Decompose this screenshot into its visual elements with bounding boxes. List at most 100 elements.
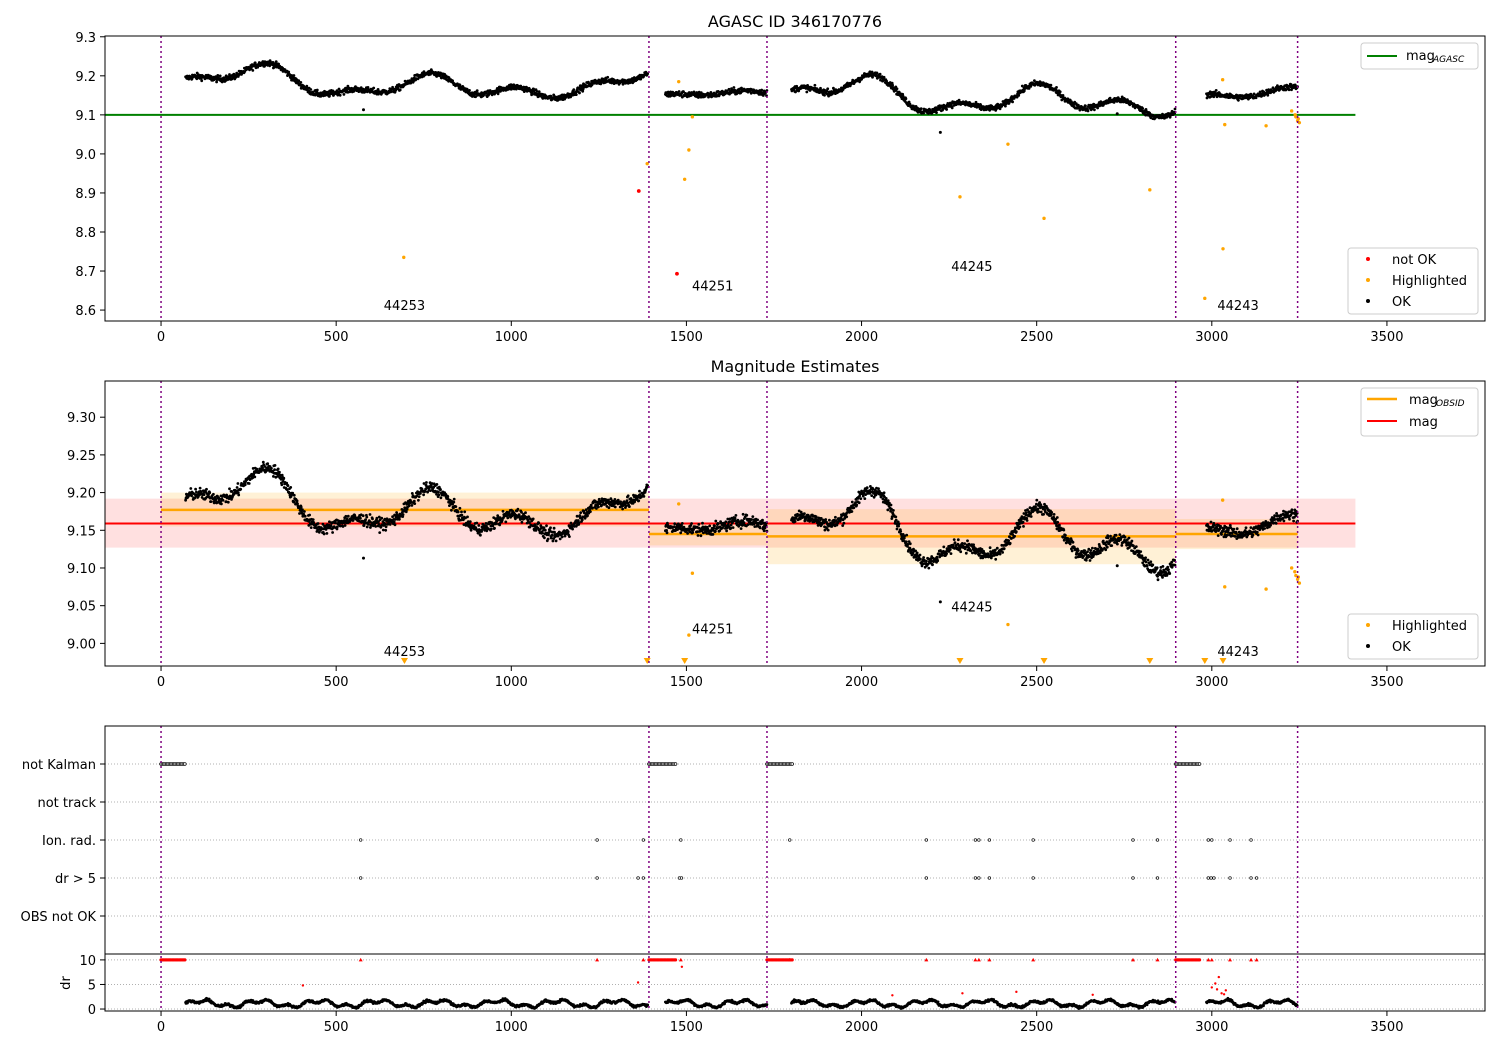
ok-point [276, 467, 280, 471]
ok-point [295, 499, 299, 503]
ok-point [352, 89, 356, 93]
ok-point [554, 539, 558, 543]
ok-point [945, 108, 948, 111]
ok-point [303, 510, 306, 513]
ok-point [826, 87, 830, 91]
ok-point [228, 487, 231, 491]
ok-point [1055, 86, 1058, 89]
ok-point [729, 526, 733, 530]
y-tick-label: 9.0 [75, 148, 96, 163]
ok-point [383, 522, 387, 526]
ok-point [255, 467, 259, 471]
ok-point [1001, 551, 1004, 554]
ok-point [680, 522, 684, 525]
y-tick-label: 8.9 [75, 187, 96, 202]
ok-point [377, 515, 381, 519]
ok-point [942, 545, 946, 549]
ok-point [758, 526, 762, 530]
ok-point [1034, 505, 1037, 509]
ok-point [329, 524, 333, 528]
ok-point [697, 523, 701, 526]
ok-point [368, 513, 372, 516]
ok-point [699, 93, 702, 97]
ok-point [372, 86, 376, 90]
ok-point [1109, 534, 1112, 538]
ok-point [1104, 548, 1108, 552]
ok-point [419, 492, 422, 495]
ok-point [1086, 109, 1090, 113]
ok-point [904, 540, 908, 544]
ok-point [733, 516, 737, 520]
ok-point [558, 537, 562, 541]
ok-point [1061, 94, 1065, 97]
ok-point [1002, 547, 1006, 551]
ok-point [575, 514, 579, 518]
ok-point [1021, 520, 1025, 524]
x-tick-label: 1000 [495, 330, 528, 345]
ok-point [374, 525, 378, 528]
x-tick-label: 3000 [1195, 330, 1228, 345]
ok-point [552, 93, 556, 97]
ok-point [394, 518, 397, 521]
ok-point [1106, 536, 1110, 540]
x-tick-label: 3500 [1370, 330, 1403, 345]
ok-point [1101, 539, 1105, 543]
ok-point [1029, 515, 1033, 518]
ok-point [273, 464, 277, 467]
ok-point [677, 90, 681, 93]
ok-point [1011, 100, 1014, 104]
ok-point [1091, 546, 1094, 550]
ok-point [742, 521, 746, 524]
ok-point [384, 525, 388, 529]
ok-point [404, 510, 408, 514]
ok-point [468, 89, 471, 92]
y-tick-label: 8.6 [75, 304, 96, 319]
ok-point [546, 537, 550, 541]
ok-point [384, 89, 388, 93]
ok-point [437, 493, 441, 497]
ok-point [215, 80, 219, 84]
ok-point [803, 512, 806, 515]
obsid-label: 44251 [692, 280, 733, 295]
ok-point [435, 483, 439, 486]
ok-point [474, 95, 477, 99]
ok-point [501, 509, 505, 513]
ok-point [919, 107, 923, 110]
obsid-label: 44253 [384, 299, 425, 314]
ok-point [906, 542, 910, 546]
ok-point [190, 494, 194, 498]
ok-point [446, 495, 450, 499]
ok-point [208, 491, 212, 495]
ok-point [384, 528, 388, 532]
legend-swatch [1366, 278, 1370, 282]
ok-point [963, 542, 967, 545]
ok-point [377, 523, 381, 526]
not-ok-point [636, 189, 641, 193]
ok-point [1214, 89, 1218, 92]
ok-point [959, 550, 963, 554]
highlighted-point [1293, 113, 1297, 117]
agasc-ok-points [184, 59, 1299, 134]
ok-point [434, 71, 438, 74]
ok-point [251, 69, 255, 72]
ok-point [956, 538, 960, 542]
ok-point [292, 74, 296, 77]
y-tick-label: 8.7 [75, 265, 96, 280]
ok-point [714, 519, 718, 523]
ok-point [543, 528, 547, 532]
ok-point [904, 97, 908, 101]
ok-point [551, 533, 554, 537]
ok-point [1058, 90, 1062, 94]
ok-point [572, 88, 576, 92]
ok-point [711, 533, 715, 536]
ok-point [952, 538, 956, 541]
ok-point [716, 90, 720, 93]
ok-point [1237, 98, 1240, 102]
ok-point [927, 566, 931, 570]
ok-point [524, 511, 527, 515]
ok-point [895, 527, 899, 531]
ok-point [613, 505, 617, 509]
ok-point [716, 522, 720, 525]
ok-point [859, 497, 863, 500]
